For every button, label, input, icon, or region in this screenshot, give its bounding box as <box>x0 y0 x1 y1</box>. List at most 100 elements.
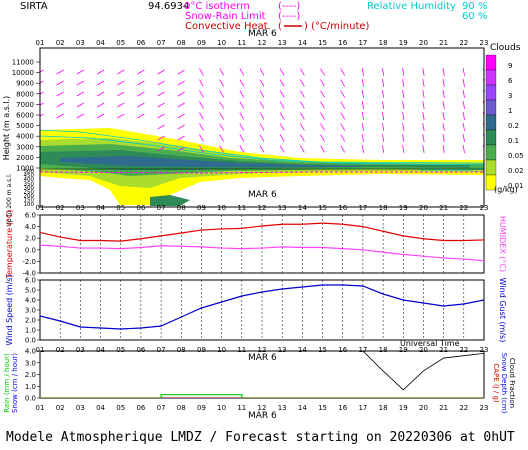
hour-tick-label: 17 <box>358 346 367 354</box>
wind-barb <box>40 113 44 117</box>
wind-barb <box>219 145 224 153</box>
legend-isotherm-dash: (----) <box>278 1 300 12</box>
height-tick-label: 10000 <box>12 69 34 77</box>
colorbar: 9 6 3 1 0.2 0.1 0.05 0.02 0.01 <box>485 54 524 191</box>
cloud-ylabel: Height (m a.s.l.) <box>2 96 11 161</box>
wind-barb <box>76 102 85 108</box>
wind-barb <box>320 123 325 131</box>
y-tick-label: 0.0 <box>25 246 36 254</box>
wind-barb <box>239 134 245 142</box>
wind-barb <box>462 67 465 77</box>
wind-barb <box>462 133 465 143</box>
rain-line <box>40 394 484 398</box>
wind-barb <box>422 100 425 110</box>
wind-barb <box>56 69 64 75</box>
series-point <box>180 245 183 248</box>
hour-tick-label: 18 <box>379 404 388 412</box>
colorbar-label: 0.02 <box>508 167 524 175</box>
series-point <box>301 286 304 288</box>
wind-barb <box>300 101 305 109</box>
wind-barb <box>442 78 445 88</box>
wind-barb <box>442 133 445 143</box>
wind-barb <box>382 111 385 121</box>
hour-tick-label: 23 <box>480 204 489 212</box>
wind-barb <box>199 134 204 142</box>
wind-barb <box>462 111 465 121</box>
wind-barb <box>361 78 364 88</box>
wind-barb <box>462 122 465 132</box>
wind-barb <box>239 101 245 109</box>
hour-tick-label: 04 <box>96 204 105 212</box>
hour-tick-label: 06 <box>136 204 145 212</box>
wind-barb <box>402 89 405 99</box>
height-tick-label: 11000 <box>12 59 34 67</box>
cloud-fraction-line <box>40 351 484 391</box>
cloud-ylabel-low: Up to 200 m a.s.l. <box>6 173 13 226</box>
cloud-height-ticks: 11000 10000 9000 8000 7000 6000 5000 4000 3000 20… <box>12 59 40 208</box>
wind-barb <box>117 102 125 108</box>
hour-tick-label: 13 <box>278 404 287 412</box>
series-point <box>341 247 344 250</box>
wind-barb <box>157 80 165 86</box>
wind-barb <box>402 122 405 132</box>
wind-barb <box>157 124 165 130</box>
wind-barb <box>259 145 265 153</box>
series-point <box>200 229 203 231</box>
wind-barb <box>382 67 385 77</box>
series-point <box>261 291 263 293</box>
series-point <box>200 246 203 248</box>
wind-barb <box>300 90 305 98</box>
hour-tick-label: 04 <box>96 39 105 47</box>
wind-barb <box>382 89 385 99</box>
colorbar-label: 6 <box>508 77 513 85</box>
hour-tick-label: 12 <box>258 39 267 47</box>
series-point <box>241 247 243 250</box>
wind-barb <box>219 101 224 109</box>
colorbar-label: 0.01 <box>508 182 524 190</box>
wind-barb <box>279 123 285 131</box>
series-point <box>402 253 405 256</box>
wind-barb <box>157 69 165 75</box>
hour-tick-label: 21 <box>439 404 448 412</box>
series-point <box>442 257 445 259</box>
wind-barb <box>382 78 385 88</box>
wind-barb <box>300 123 305 131</box>
snow-depth-ylabel: Snow Depth (cm) <box>500 353 508 414</box>
height-tick-label: 450 <box>24 173 35 179</box>
hour-tick-label: 06 <box>136 346 145 354</box>
hour-tick-label: 21 <box>439 39 448 47</box>
wind-barb <box>279 79 285 87</box>
wind-barb <box>137 80 145 86</box>
hour-tick-label: 10 <box>217 346 226 354</box>
wind-barb <box>320 90 325 98</box>
wind-barb <box>177 113 185 119</box>
wind-barb <box>76 80 85 86</box>
wind-barb <box>279 134 285 142</box>
series-point <box>261 225 263 227</box>
wind-barb <box>219 68 224 76</box>
wind-barb <box>40 91 44 95</box>
series-point <box>463 303 465 305</box>
wind-barb <box>76 91 85 97</box>
hour-tick-label: 05 <box>116 346 125 354</box>
wind-barb <box>340 112 346 120</box>
wind-barb <box>382 122 385 132</box>
wind-barb <box>239 68 245 76</box>
series-point <box>140 327 142 329</box>
series-point <box>40 231 41 234</box>
height-tick-label: 100 <box>24 202 35 208</box>
wind-barb <box>300 79 305 87</box>
wind-barb <box>340 123 346 131</box>
y-tick-label: 6.0 <box>25 212 36 220</box>
wind-barb <box>56 80 64 86</box>
wind-y-ticks: 6.0 5.0 4.0 3.0 2.0 1.0 0.0 <box>25 277 40 345</box>
wind-barb <box>40 102 44 106</box>
wind-barb <box>402 133 405 143</box>
series-point <box>99 327 102 329</box>
wind-barb <box>96 102 105 108</box>
hour-tick-label: 23 <box>480 39 489 47</box>
date-label-low: MAR 6 <box>248 353 277 363</box>
colorbar-label: 9 <box>508 62 512 70</box>
wind-barb <box>157 135 165 141</box>
